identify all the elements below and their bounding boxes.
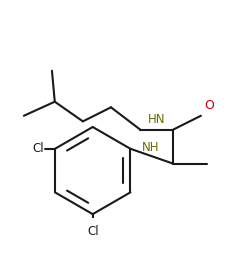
Text: O: O xyxy=(204,99,214,112)
Text: HN: HN xyxy=(148,114,165,126)
Text: NH: NH xyxy=(141,141,159,154)
Text: Cl: Cl xyxy=(32,142,44,155)
Text: Cl: Cl xyxy=(87,225,98,238)
